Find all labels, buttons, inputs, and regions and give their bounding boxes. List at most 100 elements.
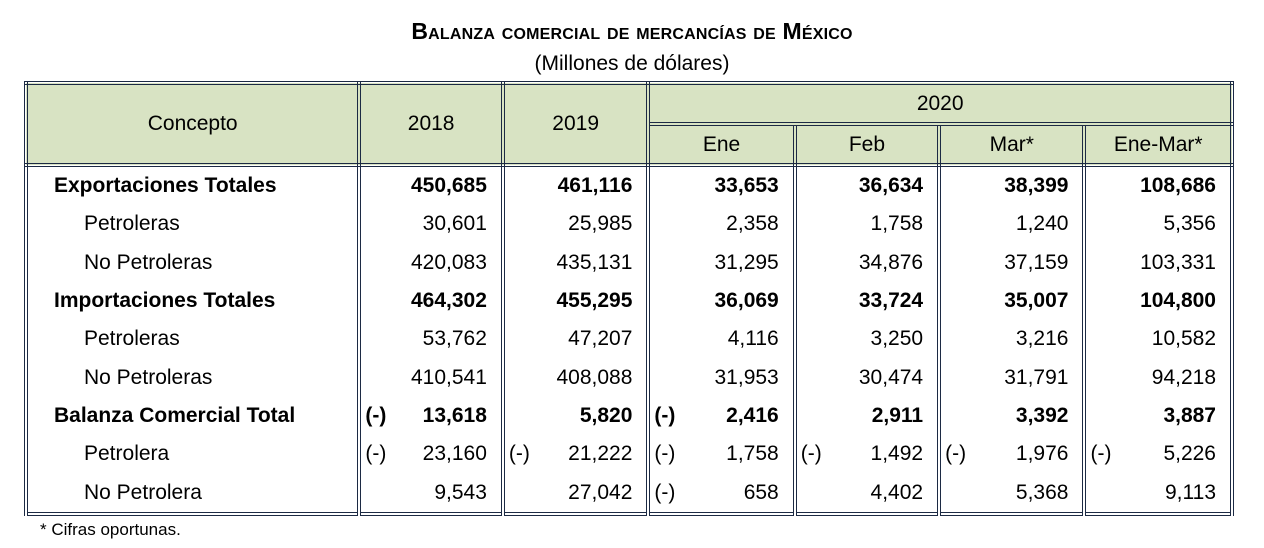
value-cell: 5,820	[500, 396, 651, 436]
value: 3,250	[870, 327, 924, 351]
value: 30,474	[858, 365, 924, 389]
header-2019: 2019	[500, 81, 651, 167]
value-cell: 3,887	[1082, 396, 1234, 436]
header-concepto: Concepto	[23, 81, 362, 167]
table-row: No Petroleras 410,541 408,088 31,953 30,474 3…	[23, 358, 1234, 397]
value: 461,116	[557, 174, 633, 198]
header-2018: 2018	[357, 81, 505, 167]
negative-sign: (-)	[800, 442, 822, 466]
value: 420,083	[410, 250, 487, 274]
negative-sign: (-)	[1090, 442, 1112, 466]
value: 4,402	[870, 480, 924, 504]
header-mar: Mar*	[937, 122, 1087, 167]
value-cell: 37,159	[937, 243, 1087, 282]
negative-sign: (-)	[508, 442, 530, 466]
value-cell: 30,474	[792, 358, 942, 397]
value-cell: (-) 1,976	[937, 435, 1087, 474]
value: 1,492	[870, 442, 924, 466]
value-cell: 47,207	[500, 320, 651, 359]
value: 658	[743, 480, 779, 504]
value-cell: 25,985	[500, 205, 651, 244]
value: 2,416	[726, 403, 779, 427]
value-cell: 4,402	[792, 473, 942, 514]
value: 1,758	[726, 442, 779, 466]
value-cell: 33,724	[792, 281, 942, 321]
negative-sign: (-)	[365, 442, 387, 466]
negative-sign: (-)	[945, 442, 967, 466]
value: 33,724	[858, 289, 924, 313]
row-label: Exportaciones Totales	[23, 162, 362, 206]
value: 1,240	[1015, 212, 1069, 236]
value-cell: (-) 21,222	[500, 435, 651, 474]
value: 47,207	[568, 327, 633, 351]
value: 108,686	[1140, 174, 1216, 198]
value-cell: 1,758	[792, 205, 942, 244]
value-cell: 31,791	[937, 358, 1087, 397]
value: 27,042	[568, 480, 633, 504]
value: 2,358	[726, 212, 779, 236]
value: 1,976	[1015, 442, 1069, 466]
value-cell: 420,083	[357, 243, 505, 282]
value: 31,295	[714, 250, 779, 274]
value-cell: 33,653	[646, 162, 797, 206]
value-cell: 410,541	[357, 358, 505, 397]
value: 31,953	[714, 365, 779, 389]
footnote: * Cifras oportunas.	[40, 520, 181, 539]
value: 1,758	[870, 212, 924, 236]
value-cell: 5,368	[937, 473, 1087, 514]
value-cell: 2,911	[792, 396, 942, 436]
row-label: Petroleras	[23, 320, 362, 359]
negative-sign: (-)	[654, 480, 676, 504]
value-cell: 9,543	[357, 473, 505, 514]
value: 34,876	[858, 250, 924, 274]
value-cell: 5,356	[1082, 205, 1234, 244]
value: 4,116	[727, 327, 779, 351]
value-cell: 9,113	[1082, 473, 1234, 514]
value-cell: 461,116	[500, 162, 651, 206]
value-cell: 3,216	[937, 320, 1087, 359]
row-label: Petroleras	[23, 205, 362, 244]
negative-sign: (-)	[654, 403, 676, 427]
value: 5,226	[1163, 442, 1216, 466]
value-cell: 4,116	[646, 320, 797, 359]
value: 30,601	[422, 212, 487, 236]
value: 408,088	[556, 365, 633, 389]
table-title: Balanza comercial de mercancías de Méxic…	[411, 18, 853, 44]
row-label: No Petroleras	[23, 243, 362, 282]
value-cell: 30,601	[357, 205, 505, 244]
row-label: No Petrolera	[23, 473, 362, 514]
row-label: No Petroleras	[23, 358, 362, 397]
row-label: Petrolera	[23, 435, 362, 474]
table-row: Petrolera (-) 23,160 (-) 21,222 (-) 1,758 (-) 1,…	[23, 435, 1234, 474]
value-cell: 2,358	[646, 205, 797, 244]
value-cell: 3,392	[937, 396, 1087, 436]
value-cell: 103,331	[1082, 243, 1234, 282]
value: 10,582	[1151, 327, 1216, 351]
value-cell: 435,131	[500, 243, 651, 282]
value-cell: (-) 1,758	[646, 435, 797, 474]
value: 464,302	[410, 289, 487, 313]
value-cell: 450,685	[357, 162, 505, 206]
value-cell: 31,295	[646, 243, 797, 282]
value: 31,791	[1004, 365, 1069, 389]
value: 5,368	[1015, 480, 1069, 504]
table-row: Exportaciones Totales 450,685 461,116 33,65…	[23, 162, 1234, 206]
table-row: No Petrolera 9,543 27,042 (-) 658 4,402 5,368 9…	[23, 473, 1234, 514]
value-cell: 36,069	[646, 281, 797, 321]
header-ene: Ene	[646, 122, 797, 167]
value-cell: 38,399	[937, 162, 1087, 206]
value: 21,222	[568, 442, 633, 466]
value: 36,634	[858, 174, 924, 198]
value: 23,160	[422, 442, 487, 466]
value: 5,356	[1163, 212, 1216, 236]
value-cell: 455,295	[500, 281, 651, 321]
value: 450,685	[410, 174, 487, 198]
value-cell: 34,876	[792, 243, 942, 282]
value-cell: 408,088	[500, 358, 651, 397]
table-row: Balanza Comercial Total (-) 13,618 5,820 (-)…	[23, 396, 1234, 436]
table-row: Petroleras 53,762 47,207 4,116 3,250 3,216 10,…	[23, 320, 1234, 359]
value: 104,800	[1140, 289, 1216, 313]
value: 9,113	[1165, 480, 1216, 504]
value: 38,399	[1004, 174, 1069, 198]
header-ene-mar: Ene-Mar*	[1082, 122, 1234, 167]
